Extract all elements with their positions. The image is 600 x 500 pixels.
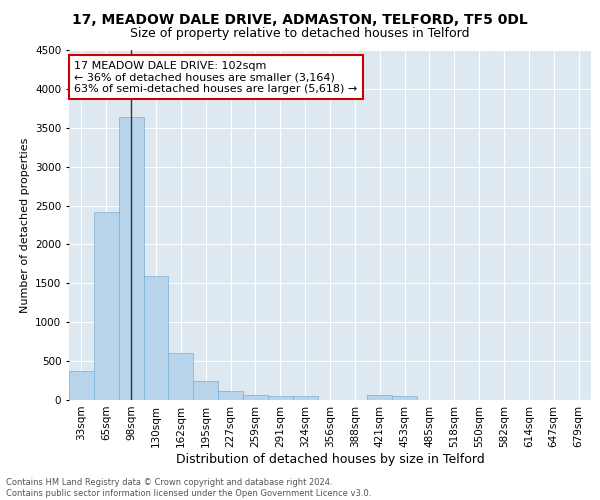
Bar — [143, 276, 169, 400]
Bar — [392, 396, 417, 400]
Text: Size of property relative to detached houses in Telford: Size of property relative to detached ho… — [130, 28, 470, 40]
X-axis label: Distribution of detached houses by size in Telford: Distribution of detached houses by size … — [176, 452, 484, 466]
Bar — [193, 382, 218, 400]
Bar — [94, 212, 119, 400]
Bar — [243, 395, 268, 400]
Bar — [119, 117, 143, 400]
Text: 17 MEADOW DALE DRIVE: 102sqm
← 36% of detached houses are smaller (3,164)
63% of: 17 MEADOW DALE DRIVE: 102sqm ← 36% of de… — [74, 60, 358, 94]
Bar — [218, 392, 243, 400]
Bar — [268, 396, 293, 400]
Y-axis label: Number of detached properties: Number of detached properties — [20, 138, 29, 312]
Bar — [69, 371, 94, 400]
Bar — [293, 396, 317, 400]
Bar — [169, 354, 193, 400]
Bar — [367, 396, 392, 400]
Text: 17, MEADOW DALE DRIVE, ADMASTON, TELFORD, TF5 0DL: 17, MEADOW DALE DRIVE, ADMASTON, TELFORD… — [72, 12, 528, 26]
Text: Contains HM Land Registry data © Crown copyright and database right 2024.
Contai: Contains HM Land Registry data © Crown c… — [6, 478, 371, 498]
